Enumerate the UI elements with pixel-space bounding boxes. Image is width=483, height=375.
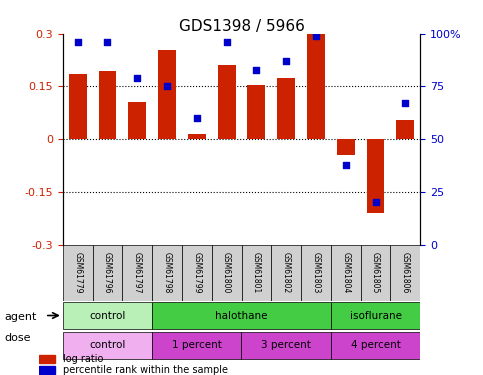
Bar bbox=[218, 65, 236, 139]
FancyBboxPatch shape bbox=[182, 244, 212, 301]
Text: GDS1398 / 5966: GDS1398 / 5966 bbox=[179, 19, 304, 34]
Bar bbox=[247, 85, 265, 139]
Text: GSM61798: GSM61798 bbox=[163, 252, 171, 293]
Text: GSM61802: GSM61802 bbox=[282, 252, 291, 293]
FancyBboxPatch shape bbox=[152, 244, 182, 301]
FancyBboxPatch shape bbox=[122, 244, 152, 301]
Point bbox=[342, 162, 350, 168]
FancyBboxPatch shape bbox=[242, 332, 331, 358]
FancyBboxPatch shape bbox=[152, 332, 242, 358]
Text: GSM61797: GSM61797 bbox=[133, 252, 142, 293]
FancyBboxPatch shape bbox=[331, 244, 361, 301]
Point bbox=[282, 58, 290, 64]
Text: GSM61796: GSM61796 bbox=[103, 252, 112, 293]
Point bbox=[133, 75, 141, 81]
FancyBboxPatch shape bbox=[63, 302, 152, 329]
Bar bbox=[39, 366, 55, 374]
Point bbox=[163, 84, 171, 90]
Point bbox=[74, 39, 82, 45]
FancyBboxPatch shape bbox=[271, 244, 301, 301]
Bar bbox=[337, 139, 355, 155]
FancyBboxPatch shape bbox=[63, 244, 93, 301]
Text: agent: agent bbox=[5, 312, 37, 322]
Text: GSM61805: GSM61805 bbox=[371, 252, 380, 293]
Text: GSM61801: GSM61801 bbox=[252, 252, 261, 293]
Bar bbox=[277, 78, 295, 139]
FancyBboxPatch shape bbox=[212, 244, 242, 301]
Text: halothane: halothane bbox=[215, 310, 268, 321]
Bar bbox=[69, 74, 86, 139]
Text: isoflurane: isoflurane bbox=[350, 310, 401, 321]
Text: percentile rank within the sample: percentile rank within the sample bbox=[63, 365, 228, 375]
FancyBboxPatch shape bbox=[390, 244, 420, 301]
Point bbox=[223, 39, 230, 45]
Text: log ratio: log ratio bbox=[63, 354, 104, 364]
Text: GSM61804: GSM61804 bbox=[341, 252, 350, 293]
FancyBboxPatch shape bbox=[152, 302, 331, 329]
Text: GSM61800: GSM61800 bbox=[222, 252, 231, 293]
Text: GSM61779: GSM61779 bbox=[73, 252, 82, 293]
Text: 1 percent: 1 percent bbox=[172, 340, 222, 350]
Text: GSM61806: GSM61806 bbox=[401, 252, 410, 293]
Text: 4 percent: 4 percent bbox=[351, 340, 400, 350]
Text: GSM61799: GSM61799 bbox=[192, 252, 201, 293]
Text: control: control bbox=[89, 340, 126, 350]
Point bbox=[253, 67, 260, 73]
Point bbox=[401, 100, 409, 106]
FancyBboxPatch shape bbox=[301, 244, 331, 301]
Bar bbox=[188, 134, 206, 139]
Text: control: control bbox=[89, 310, 126, 321]
FancyBboxPatch shape bbox=[331, 332, 420, 358]
FancyBboxPatch shape bbox=[361, 244, 390, 301]
FancyBboxPatch shape bbox=[63, 332, 152, 358]
Text: 3 percent: 3 percent bbox=[261, 340, 311, 350]
Point bbox=[372, 200, 380, 206]
Point bbox=[312, 33, 320, 39]
Bar bbox=[307, 32, 325, 139]
Point bbox=[193, 115, 201, 121]
FancyBboxPatch shape bbox=[331, 302, 420, 329]
Bar bbox=[397, 120, 414, 139]
Bar bbox=[39, 355, 55, 363]
FancyBboxPatch shape bbox=[242, 244, 271, 301]
Bar bbox=[367, 139, 384, 213]
Bar bbox=[158, 50, 176, 139]
Bar bbox=[128, 102, 146, 139]
Bar bbox=[99, 70, 116, 139]
Text: GSM61803: GSM61803 bbox=[312, 252, 320, 293]
Text: dose: dose bbox=[5, 333, 31, 343]
FancyBboxPatch shape bbox=[93, 244, 122, 301]
Point bbox=[104, 39, 112, 45]
